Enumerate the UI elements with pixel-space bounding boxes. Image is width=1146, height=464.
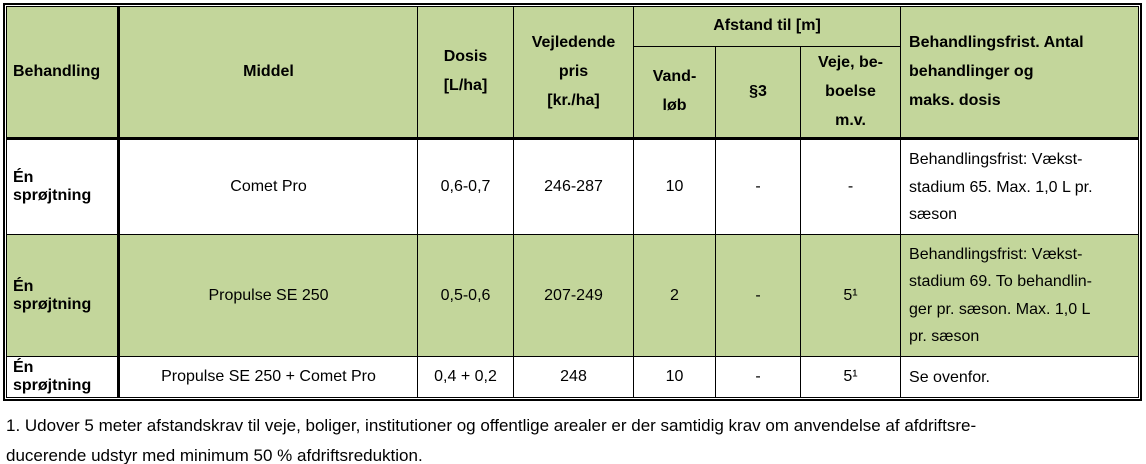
cell-middel: Propulse SE 250 + Comet Pro	[118, 356, 418, 399]
cell-middel: Propulse SE 250	[118, 234, 418, 358]
treatment-table-grid: Behandling Middel Dosis [L/ha] Vejledend…	[6, 5, 1140, 399]
cell-behandling: Én sprøjtning	[6, 138, 120, 236]
cell-veje: 5¹	[799, 234, 902, 358]
cell-behandlingsfrist: Behandlingsfrist: Vækst- stadium 65. Max…	[900, 138, 1140, 236]
header-pris: Vejledende pris [kr./ha]	[513, 5, 634, 141]
table-header: Behandling Middel Dosis [L/ha] Vejledend…	[6, 5, 1140, 141]
cell-paragraf3: -	[715, 234, 801, 358]
table-row: Én sprøjtning Propulse SE 250 + Comet Pr…	[6, 356, 1140, 399]
cell-veje: -	[799, 138, 902, 236]
header-dosis: Dosis [L/ha]	[417, 5, 514, 141]
header-afstand-group: Afstand til [m]	[632, 6, 902, 47]
table-body: Én sprøjtning Comet Pro 0,6-0,7 246-287 …	[6, 138, 1140, 399]
cell-behandlingsfrist: Se ovenfor.	[900, 356, 1140, 399]
cell-behandling: Én sprøjtning	[6, 234, 120, 358]
cell-veje: 5¹	[799, 356, 902, 399]
cell-dosis: 0,4 + 0,2	[417, 356, 514, 399]
cell-pris: 248	[513, 356, 634, 399]
cell-vandloeb: 10	[633, 138, 716, 236]
table-row: Én sprøjtning Comet Pro 0,6-0,7 246-287 …	[6, 138, 1140, 236]
cell-paragraf3: -	[715, 356, 801, 399]
footnote-line: 1. Udover 5 meter afstandskrav til veje,…	[6, 416, 977, 436]
cell-behandlingsfrist: Behandlingsfrist: Vækst- stadium 69. To …	[900, 234, 1140, 358]
cell-vandloeb: 2	[633, 234, 716, 358]
cell-dosis: 0,5-0,6	[417, 234, 514, 358]
footnote: 1. Udover 5 meter afstandskrav til veje,…	[6, 411, 1146, 464]
header-middel: Middel	[118, 5, 418, 141]
cell-dosis: 0,6-0,7	[417, 138, 514, 236]
footnote-line: ducerende udstyr med minimum 50 % afdrif…	[6, 445, 423, 464]
header-veje-beboelse: Veje, be- boelse m.v.	[799, 45, 902, 141]
header-vandloeb: Vand- løb	[633, 45, 716, 141]
cell-paragraf3: -	[715, 138, 801, 236]
header-paragraf3: §3	[715, 45, 801, 141]
header-behandling: Behandling	[6, 5, 120, 141]
cell-vandloeb: 10	[633, 356, 716, 399]
cell-pris: 246-287	[513, 138, 634, 236]
table-row: Én sprøjtning Propulse SE 250 0,5-0,6 20…	[6, 234, 1140, 358]
cell-pris: 207-249	[513, 234, 634, 358]
cell-middel: Comet Pro	[118, 138, 418, 236]
cell-behandling: Én sprøjtning	[6, 356, 120, 399]
treatment-table: Behandling Middel Dosis [L/ha] Vejledend…	[3, 3, 1143, 402]
header-behandlingsfrist: Behandlingsfrist. Antal behandlinger og …	[900, 5, 1140, 141]
